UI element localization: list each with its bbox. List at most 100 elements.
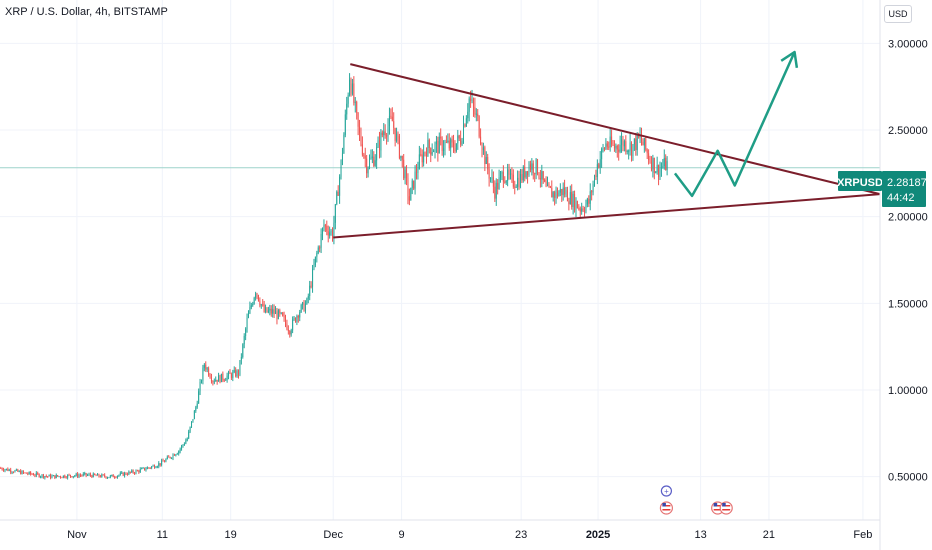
candle-body	[5, 468, 7, 470]
candle-body	[616, 145, 618, 150]
candle-body	[277, 310, 279, 320]
price-axis[interactable]: 0.50000 1.00000 1.50000 2.00000 2.50000 3.000…	[888, 38, 928, 483]
candle-body	[22, 471, 24, 473]
candle-body	[431, 152, 433, 155]
candle-body	[69, 474, 71, 477]
candle-body	[518, 177, 520, 188]
candle-body	[623, 141, 625, 147]
candle-body	[263, 304, 265, 312]
candle-body	[397, 133, 399, 136]
candle-body	[343, 134, 345, 154]
x-tick-label: 9	[398, 529, 404, 541]
candle-body	[663, 157, 665, 167]
candle-body	[304, 303, 306, 312]
candle-body	[615, 145, 617, 149]
candle-body	[408, 196, 410, 201]
candle-body	[495, 182, 497, 199]
candle-body	[144, 467, 146, 470]
candle-body	[500, 173, 502, 178]
candle-body	[195, 407, 197, 412]
candle-body	[208, 368, 210, 376]
candle-body	[391, 116, 393, 122]
candle-body	[121, 472, 123, 474]
candle-body	[492, 177, 494, 187]
candle-body	[425, 152, 427, 157]
candle-body	[347, 95, 349, 104]
candle-body	[114, 477, 116, 479]
candle-body	[490, 177, 492, 179]
candle-body	[477, 113, 479, 117]
us-flag-stripe	[722, 505, 731, 507]
candle-body	[17, 469, 19, 472]
candle-body	[313, 264, 315, 269]
candle-body	[246, 317, 248, 329]
projection-layer	[673, 50, 799, 198]
candle-body	[25, 472, 27, 474]
candle-body	[329, 232, 331, 236]
candle-body	[200, 380, 202, 383]
candle-body	[519, 174, 521, 188]
candle-body	[531, 163, 533, 170]
currency-selector[interactable]: USD	[884, 5, 912, 23]
candle-body	[441, 138, 443, 152]
candle-body	[487, 157, 489, 170]
candle-body	[45, 476, 47, 478]
candle-body	[650, 161, 652, 170]
candle-body	[474, 107, 476, 115]
candle-body	[18, 470, 20, 472]
candle-body	[283, 316, 285, 318]
candle-body	[152, 465, 154, 467]
candle-body	[501, 172, 503, 174]
candle-body	[40, 476, 42, 478]
candle-body	[504, 181, 506, 183]
candle-body	[589, 191, 591, 204]
candle-body	[549, 186, 551, 188]
candle-body	[460, 138, 462, 145]
candle-body	[64, 475, 66, 478]
candle-body	[421, 154, 423, 163]
x-tick-label: Nov	[67, 529, 87, 541]
candle-body	[289, 331, 291, 335]
candle-body	[228, 371, 230, 376]
candle-body	[257, 295, 259, 301]
candle-body	[447, 140, 449, 143]
candle-body	[498, 177, 500, 190]
candle-body	[282, 312, 284, 317]
y-tick-label: 3.00000	[888, 38, 928, 50]
candle-body	[11, 472, 13, 474]
candle-body	[34, 475, 36, 477]
candle-body	[188, 431, 190, 439]
candle-body	[230, 373, 232, 378]
candle-body	[260, 304, 262, 306]
candle-body	[269, 308, 271, 311]
candle-body	[605, 143, 607, 149]
candle-body	[653, 157, 655, 173]
candle-body	[219, 375, 221, 383]
candle-body	[319, 247, 321, 249]
time-axis[interactable]: Nov 11 19 Dec 9 23 2025 13 21 Feb	[67, 529, 872, 541]
candle-body	[239, 360, 241, 375]
x-tick-label: 21	[763, 529, 775, 541]
candle-body	[475, 113, 477, 115]
candle-body	[632, 144, 634, 157]
candle-body	[471, 99, 473, 101]
candle-body	[61, 477, 63, 479]
candle-body	[47, 476, 49, 478]
trendline-upper	[350, 63, 881, 196]
candle-body	[482, 147, 484, 151]
candle-body	[440, 136, 442, 139]
candle-body	[95, 474, 97, 476]
candle-body	[82, 473, 84, 476]
candle-body	[522, 166, 524, 181]
candle-body	[218, 375, 220, 382]
candle-body	[398, 135, 400, 159]
candle-body	[310, 285, 312, 287]
y-tick-label: 0.50000	[888, 472, 928, 484]
candle-body	[32, 474, 34, 476]
candle-body	[247, 313, 249, 318]
candle-body	[515, 186, 517, 188]
candle-body	[293, 317, 295, 320]
candle-body	[265, 307, 267, 312]
candle-body	[139, 469, 141, 473]
